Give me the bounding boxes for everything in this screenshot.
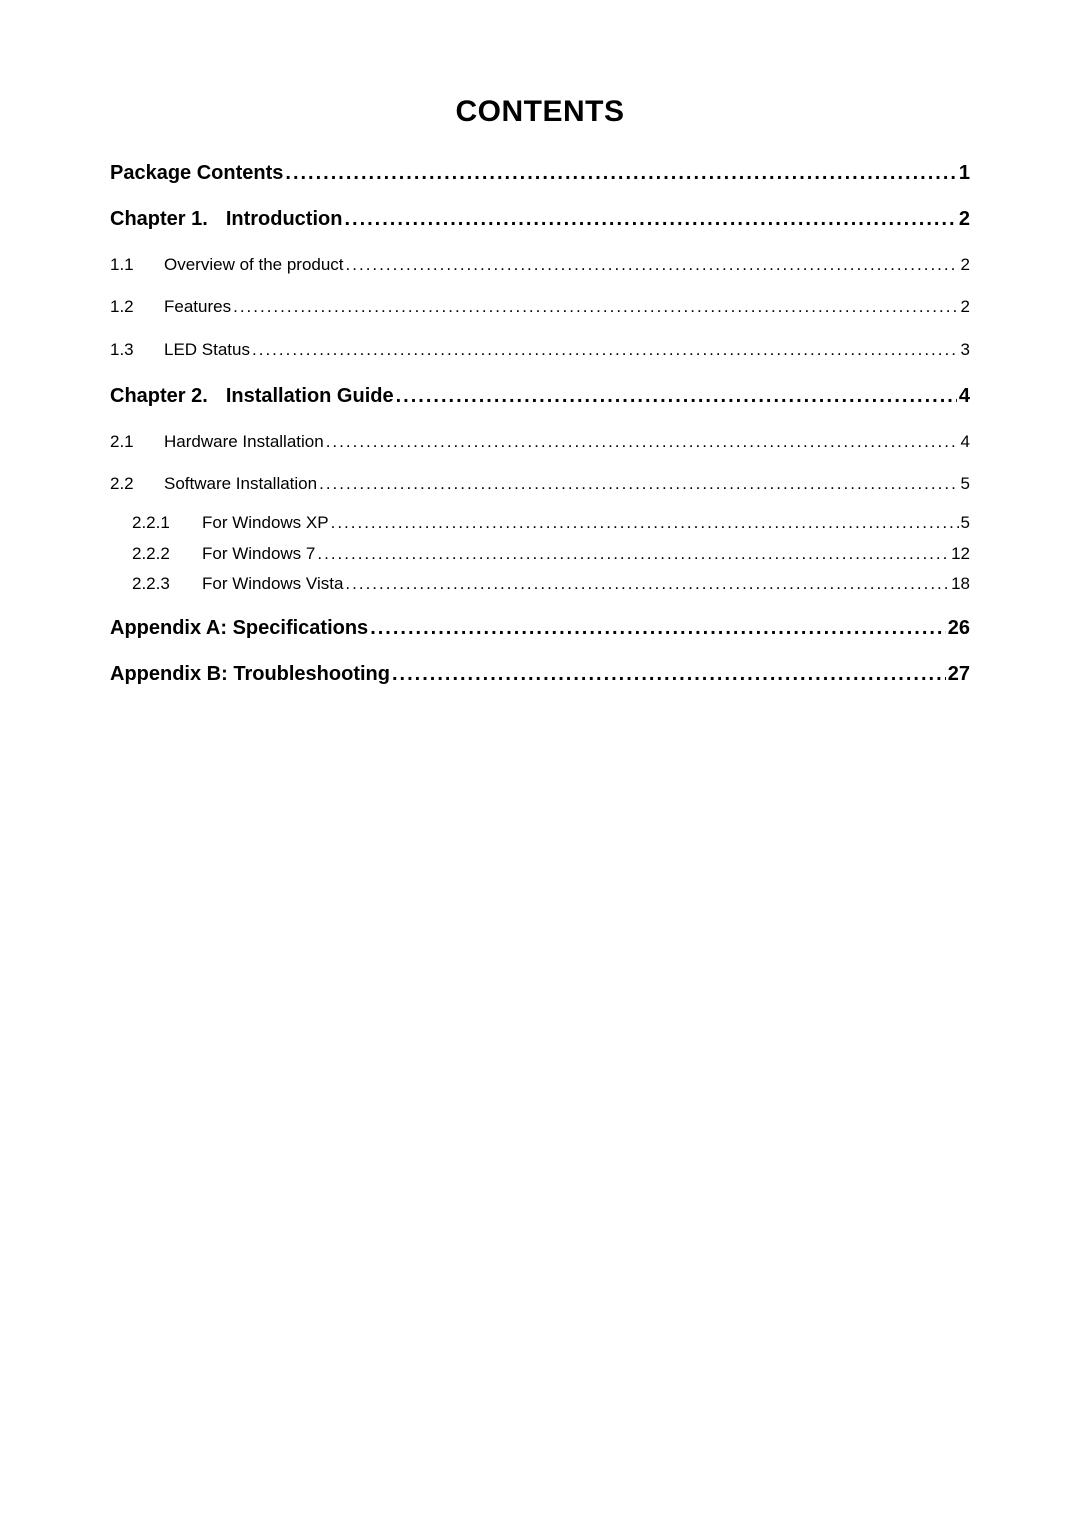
toc-dot-leader <box>233 291 958 323</box>
toc-dot-leader <box>252 334 959 366</box>
toc-entry-label: Appendix A: Specifications <box>110 612 368 644</box>
toc-entry-label: 1.1Overview of the product <box>110 249 344 281</box>
toc-entry-page: 5 <box>961 468 970 500</box>
toc-entry-label: 2.2.2For Windows 7 <box>132 541 315 567</box>
toc-entry-number: 1.3 <box>110 334 164 366</box>
toc-entry-number: 1.1 <box>110 249 164 281</box>
toc-entry: 2.2.1For Windows XP 5 <box>110 510 970 536</box>
toc-entry-page: 4 <box>959 380 970 412</box>
toc-entry-number: 1.2 <box>110 291 164 323</box>
toc-entry: Chapter 1. Introduction 2 <box>110 203 970 235</box>
toc-dot-leader <box>331 510 959 536</box>
toc-entry-label: Chapter 1. Introduction <box>110 203 342 235</box>
toc-entry-number: 2.1 <box>110 426 164 458</box>
toc-entry-text: Hardware Installation <box>164 432 324 451</box>
toc-entry-label: 1.3LED Status <box>110 334 250 366</box>
toc-entry-page: 2 <box>961 291 970 323</box>
toc-dot-leader <box>326 426 959 458</box>
toc-entry-label: 2.2.3For Windows Vista <box>132 571 343 597</box>
toc-entry-text: Appendix A: Specifications <box>110 617 368 639</box>
toc-dot-leader <box>346 249 959 281</box>
toc-entry-number: 2.2 <box>110 468 164 500</box>
toc-dot-leader <box>285 157 956 189</box>
toc-entry-page: 4 <box>961 426 970 458</box>
toc-entry-label: Package Contents <box>110 157 283 189</box>
toc-dot-leader <box>345 571 949 597</box>
toc-entry-number: Chapter 1. <box>110 203 208 235</box>
toc-entry: 2.1Hardware Installation 4 <box>110 426 970 458</box>
toc-entry-text: For Windows Vista <box>202 574 343 593</box>
toc-dot-leader <box>392 658 946 690</box>
toc-entry-page: 12 <box>951 541 970 567</box>
toc-entry: 2.2.2For Windows 7 12 <box>110 541 970 567</box>
toc-entry-page: 3 <box>961 334 970 366</box>
contents-title: CONTENTS <box>110 95 970 129</box>
toc-entry-page: 18 <box>951 571 970 597</box>
toc-entry: Appendix A: Specifications 26 <box>110 612 970 644</box>
toc-entry-page: 5 <box>961 510 970 536</box>
toc-entry-text: Package Contents <box>110 162 283 184</box>
toc-entry-number: 2.2.3 <box>132 571 202 597</box>
toc-entry-text: Software Installation <box>164 474 317 493</box>
toc-entry-label: Appendix B: Troubleshooting <box>110 658 390 690</box>
toc-entry: Chapter 2. Installation Guide 4 <box>110 380 970 412</box>
toc-entry: 1.1Overview of the product 2 <box>110 249 970 281</box>
toc-entry: 2.2.3For Windows Vista 18 <box>110 571 970 597</box>
toc-entry-text: Features <box>164 297 231 316</box>
toc-entry-page: 1 <box>959 157 970 189</box>
toc-entry-label: Chapter 2. Installation Guide <box>110 380 394 412</box>
toc-entry-page: 2 <box>961 249 970 281</box>
toc-entry: 1.2Features 2 <box>110 291 970 323</box>
toc-entry-page: 2 <box>959 203 970 235</box>
toc-dot-leader <box>344 203 956 235</box>
toc-entry-text: LED Status <box>164 340 250 359</box>
toc-entry-text: Introduction <box>226 208 343 230</box>
toc-entry: Package Contents 1 <box>110 157 970 189</box>
toc-entry: 1.3LED Status 3 <box>110 334 970 366</box>
toc-entry-text: For Windows XP <box>202 513 329 532</box>
toc-entry-text: Installation Guide <box>226 385 394 407</box>
page: CONTENTS Package Contents 1 Chapter 1. Int… <box>0 0 1080 1527</box>
table-of-contents: Package Contents 1 Chapter 1. Introduction… <box>110 157 970 690</box>
toc-dot-leader <box>396 380 957 412</box>
toc-entry-text: Appendix B: Troubleshooting <box>110 663 390 685</box>
toc-entry-page: 26 <box>948 612 970 644</box>
toc-entry-page: 27 <box>948 658 970 690</box>
toc-entry: Appendix B: Troubleshooting 27 <box>110 658 970 690</box>
toc-entry-label: 1.2Features <box>110 291 231 323</box>
toc-entry-number: Chapter 2. <box>110 380 208 412</box>
toc-entry-label: 2.1Hardware Installation <box>110 426 324 458</box>
toc-entry-number: 2.2.1 <box>132 510 202 536</box>
toc-entry-label: 2.2.1For Windows XP <box>132 510 329 536</box>
toc-entry: 2.2Software Installation 5 <box>110 468 970 500</box>
toc-entry-text: For Windows 7 <box>202 544 315 563</box>
toc-entry-text: Overview of the product <box>164 255 344 274</box>
toc-entry-label: 2.2Software Installation <box>110 468 317 500</box>
toc-dot-leader <box>370 612 946 644</box>
toc-entry-number: 2.2.2 <box>132 541 202 567</box>
toc-dot-leader <box>317 541 949 567</box>
toc-dot-leader <box>319 468 958 500</box>
